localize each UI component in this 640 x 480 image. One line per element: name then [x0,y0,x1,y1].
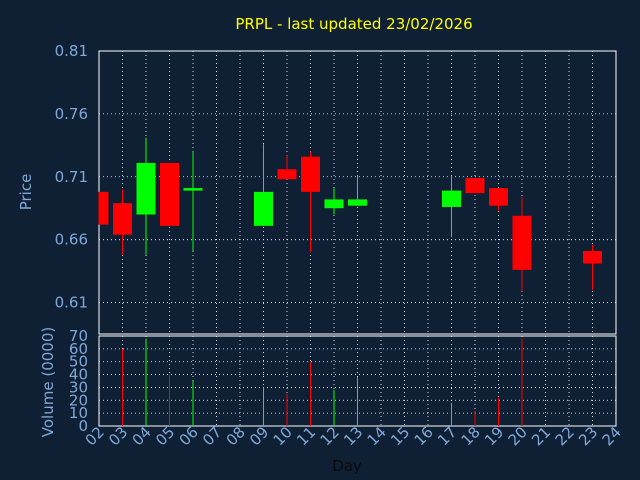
candle-body [512,215,532,270]
x-tick-label: 13 [340,423,366,449]
x-tick-label: 16 [411,423,437,449]
candle-body [465,178,485,194]
candle-body [160,162,179,226]
volume-tick-label: 0 [78,417,88,435]
x-tick-label: 23 [575,423,601,449]
price-tick-label: 0.71 [55,168,88,186]
x-tick-label: 07 [199,423,225,449]
volume-tick-label: 70 [69,327,88,345]
volume-tick-label: 20 [69,391,88,409]
volume-tick-label: 30 [69,378,88,396]
x-tick-label: 15 [387,423,413,449]
candle-body [442,190,461,207]
candle-body [136,162,156,215]
price-tick-label: 0.66 [55,231,88,249]
x-tick-label: 10 [270,423,296,449]
candle-body [277,169,297,180]
price-tick-label: 0.81 [55,42,88,60]
candle-body [348,199,367,206]
x-tick-label: 17 [434,423,460,449]
chart-title: PRPL - last updated 23/02/2026 [235,15,472,33]
price-axis-label: Price [17,174,35,211]
x-tick-label: 22 [552,423,578,449]
volume-tick-label: 10 [69,404,88,422]
x-tick-label: 19 [481,423,507,449]
price-panel: 0.61 0.66 0.71 0.76 0.81 [55,42,617,335]
x-tick-label: 14 [364,423,390,449]
candle-body [583,250,602,264]
candle-body [254,191,273,226]
volume-tick-label: 60 [69,340,88,358]
volume-tick-label: 50 [69,353,88,371]
price-tick-label: 0.61 [55,294,88,312]
candle-body [183,188,203,191]
x-tick-label: 12 [317,423,343,449]
volume-axis-label: Volume (0000) [39,327,57,437]
x-tick-label: 06 [176,423,202,449]
candle-body [113,203,132,235]
x-axis-label: Day [332,457,362,475]
candle-body [324,199,344,209]
x-tick-label: 09 [246,423,272,449]
x-tick-label: 18 [458,423,484,449]
x-tick-label: 08 [223,423,249,449]
x-tick-label: 11 [293,423,319,449]
x-tick-label: 05 [152,423,178,449]
price-tick-label: 0.76 [55,105,88,123]
x-tick-label: 24 [599,423,625,449]
candle-body [99,191,109,225]
candle-body [301,156,320,192]
x-axis: 0203040506070809101112131415161718192021… [82,423,625,449]
candle-body [489,188,508,206]
x-tick-label: 04 [129,423,155,449]
x-tick-label: 20 [505,423,531,449]
volume-tick-label: 40 [69,366,88,384]
x-tick-label: 03 [105,423,131,449]
x-tick-label: 21 [528,423,554,449]
